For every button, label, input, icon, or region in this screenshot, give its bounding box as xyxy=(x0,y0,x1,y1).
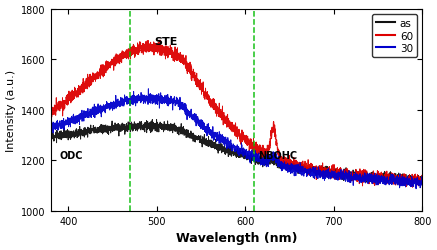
30 xyxy=(420,178,425,181)
as xyxy=(420,177,425,180)
Text: ODC: ODC xyxy=(59,150,83,160)
Text: STE: STE xyxy=(154,37,177,47)
Legend: as, 60, 30: as, 60, 30 xyxy=(371,15,417,58)
as xyxy=(90,129,96,132)
30 xyxy=(207,126,212,129)
as xyxy=(112,122,118,125)
30 xyxy=(413,182,418,185)
30 xyxy=(191,113,196,116)
60 xyxy=(413,177,418,180)
30 xyxy=(112,103,118,106)
30 xyxy=(48,126,53,130)
as xyxy=(48,134,53,137)
60 xyxy=(207,97,212,100)
60 xyxy=(410,186,415,189)
60 xyxy=(112,65,118,68)
as xyxy=(410,184,415,187)
60 xyxy=(191,72,196,75)
60 xyxy=(420,177,425,180)
60 xyxy=(90,81,96,84)
30 xyxy=(146,88,151,91)
as xyxy=(372,173,378,176)
Text: NBOHC: NBOHC xyxy=(259,150,298,160)
as xyxy=(154,118,159,122)
Line: as: as xyxy=(51,120,422,186)
30 xyxy=(413,188,419,190)
30 xyxy=(372,175,378,178)
Line: 30: 30 xyxy=(51,90,422,189)
as xyxy=(413,179,418,182)
as xyxy=(191,132,196,135)
60 xyxy=(48,113,53,116)
as xyxy=(207,142,212,145)
60 xyxy=(372,178,378,180)
X-axis label: Wavelength (nm): Wavelength (nm) xyxy=(176,232,297,244)
30 xyxy=(90,113,96,116)
60 xyxy=(157,39,163,42)
Y-axis label: Intensity (a.u.): Intensity (a.u.) xyxy=(6,70,16,151)
Line: 60: 60 xyxy=(51,41,422,188)
